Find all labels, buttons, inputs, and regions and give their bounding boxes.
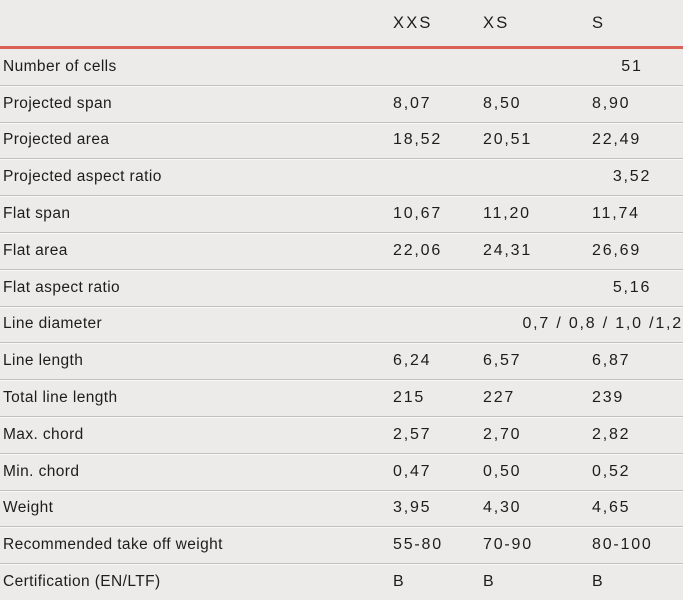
table-row-projected-aspect-ratio: Projected aspect ratio 3,52 — [0, 158, 683, 195]
cell-value: 24,31 — [483, 241, 533, 259]
cell-value: 51 — [621, 57, 643, 75]
row-label: Recommended take off weight — [3, 536, 223, 554]
cell-value: 0,47 — [393, 462, 432, 480]
cell-value: B — [592, 573, 605, 591]
table-row-total-line-length: Total line length 215 227 239 — [0, 379, 683, 416]
cell-value: 8,50 — [483, 94, 522, 112]
table-row-line-diameter: Line diameter 0,7 / 0,8 / 1,0 /1,2 — [0, 305, 683, 343]
row-label: Certification (EN/LTF) — [3, 573, 161, 591]
cell-value: 11,20 — [483, 205, 531, 223]
cell-value: 2,82 — [592, 425, 631, 443]
cell-value: 8,07 — [393, 94, 432, 112]
cell-value: 0,52 — [592, 462, 631, 480]
row-label: Flat aspect ratio — [3, 278, 121, 296]
table-row-projected-area: Projected area 18,52 20,51 22,49 — [0, 121, 683, 159]
cell-value: 4,30 — [483, 499, 522, 517]
header-accent-line — [0, 46, 683, 49]
table-row-flat-aspect-ratio: Flat aspect ratio 5,16 — [0, 268, 683, 306]
cell-value: 3,52 — [612, 168, 652, 186]
row-label: Number of cells — [3, 57, 117, 75]
table-header: XXS XS S — [0, 0, 683, 46]
table-row-flat-span: Flat span 10,67 11,20 11,74 — [0, 195, 683, 232]
cell-value: 227 — [483, 389, 516, 407]
cell-value: 4,65 — [592, 499, 631, 517]
table-row-weight: Weight 3,95 4,30 4,65 — [0, 489, 683, 527]
row-label: Projected area — [3, 131, 110, 149]
cell-value: 215 — [393, 389, 426, 407]
cell-value: 55-80 — [393, 536, 443, 554]
row-label: Line length — [3, 352, 84, 370]
table-row-projected-span: Projected span 8,07 8,50 8,90 — [0, 84, 683, 122]
row-label: Flat area — [3, 241, 68, 259]
cell-value: 0,50 — [483, 462, 522, 480]
cell-value: 5,16 — [612, 278, 652, 296]
cell-value: 2,70 — [483, 425, 522, 443]
row-label: Flat span — [3, 205, 71, 223]
cell-value: 22,49 — [592, 131, 642, 149]
cell-value: B — [393, 573, 406, 591]
cell-value: 2,57 — [393, 425, 432, 443]
cell-value: 6,87 — [592, 352, 631, 370]
header-col-xs: XS — [483, 13, 510, 32]
row-label: Projected aspect ratio — [3, 168, 162, 186]
cell-value: 11,74 — [592, 205, 640, 223]
cell-value: 70-90 — [483, 536, 533, 554]
row-label: Weight — [3, 499, 54, 517]
cell-value: 22,06 — [393, 241, 443, 259]
row-label: Projected span — [3, 94, 112, 112]
cell-value: 6,24 — [393, 352, 432, 370]
cell-value: B — [483, 573, 496, 591]
table-row-recommended-take-off-weight: Recommended take off weight 55-80 70-90 … — [0, 526, 683, 563]
header-col-xxs: XXS — [393, 13, 433, 32]
table-row-min-chord: Min. chord 0,47 0,50 0,52 — [0, 452, 683, 490]
row-label: Min. chord — [3, 462, 80, 480]
cell-value: 80-100 — [592, 536, 653, 554]
cell-value: 8,90 — [592, 94, 631, 112]
table-row-max-chord: Max. chord 2,57 2,70 2,82 — [0, 415, 683, 453]
table-row-flat-area: Flat area 22,06 24,31 26,69 — [0, 231, 683, 269]
table-row-certification: Certification (EN/LTF) B B B — [0, 563, 683, 600]
row-label: Total line length — [3, 389, 118, 407]
cell-value: 10,67 — [393, 205, 443, 223]
header-col-s: S — [592, 13, 606, 32]
cell-value: 26,69 — [592, 241, 642, 259]
cell-value: 3,95 — [393, 499, 432, 517]
cell-value: 239 — [592, 389, 625, 407]
cell-value: 0,7 / 0,8 / 1,0 /1,2 — [522, 315, 683, 333]
cell-value: 20,51 — [483, 131, 533, 149]
table-row-number-of-cells: Number of cells 51 — [0, 49, 683, 85]
cell-value: 18,52 — [393, 131, 443, 149]
row-label: Line diameter — [3, 315, 103, 333]
cell-value: 6,57 — [483, 352, 522, 370]
table-body: Number of cells 51 Projected span 8,07 8… — [0, 49, 683, 600]
row-label: Max. chord — [3, 425, 84, 443]
table-row-line-length: Line length 6,24 6,57 6,87 — [0, 342, 683, 379]
